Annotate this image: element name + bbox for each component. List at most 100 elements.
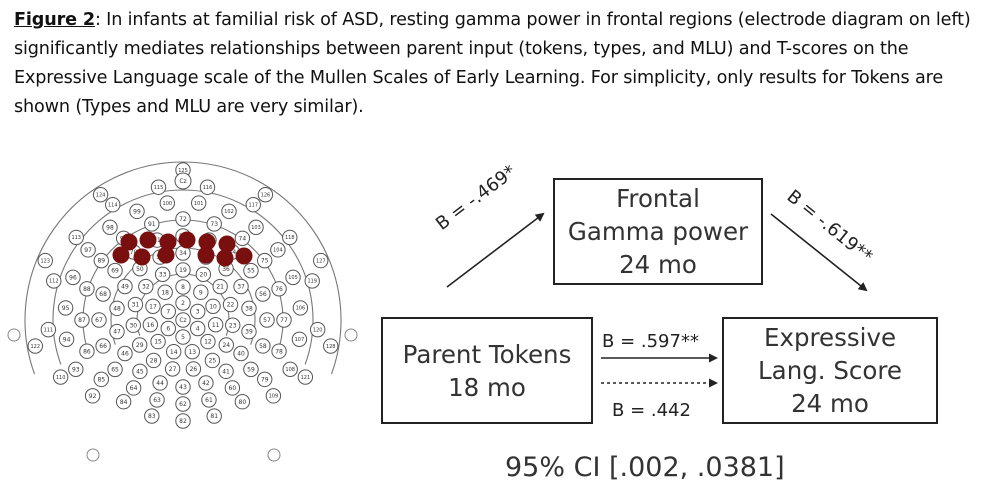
electrode-label: 75 [261, 258, 269, 265]
electrode [175, 279, 191, 295]
electrode [199, 179, 216, 195]
electrode [304, 273, 320, 289]
electrode [243, 361, 259, 378]
electrode [184, 343, 200, 360]
electrode [132, 363, 148, 380]
electrode [150, 179, 167, 195]
electrode [297, 369, 314, 385]
electrode [309, 321, 326, 338]
electrode-label: 24 [222, 342, 230, 349]
frontal-electrode-highlighted [216, 249, 234, 267]
outcome-line3: 24 mo [791, 389, 869, 418]
electrode-label: 84 [120, 399, 128, 406]
electrode [37, 252, 53, 269]
electrode-label: 88 [83, 286, 91, 293]
electrode [57, 300, 74, 316]
electrode [160, 303, 176, 320]
electrode [150, 333, 166, 350]
electrode-label: 96 [69, 274, 77, 281]
electrode-label: 18 [161, 289, 169, 296]
electrode-label: 123 [40, 258, 50, 264]
electrode [257, 371, 273, 388]
electrode [204, 352, 221, 369]
electrode [198, 375, 214, 391]
electrode [107, 262, 123, 279]
electrode-label: 10 [209, 303, 217, 310]
electrode-label: 94 [63, 336, 71, 343]
electrode [102, 219, 118, 236]
electrode [109, 323, 125, 340]
figure-label: Figure 2 [14, 10, 95, 30]
electrode [68, 361, 84, 378]
electrode-label: 55 [247, 268, 255, 275]
electrode-label: 100 [163, 201, 173, 207]
electrode-label: 48 [113, 305, 121, 312]
electrode-label: 25 [209, 358, 217, 365]
electrode [175, 312, 191, 328]
electrode [285, 269, 301, 286]
electrode-label: 73 [210, 221, 218, 228]
predictor-line1: Parent Tokens [402, 339, 572, 369]
electrode-label: 56 [259, 291, 267, 298]
electrode [175, 211, 191, 227]
electrode [222, 296, 239, 313]
electrode [190, 320, 206, 337]
electrode-label: 119 [307, 279, 317, 285]
electrode-label: 69 [111, 268, 119, 275]
electrode-label: 124 [96, 192, 106, 198]
mediator-line2: Gamma power [567, 217, 749, 246]
electrode-label: 45 [136, 368, 144, 375]
electrode-label: 21 [216, 284, 224, 291]
outcome-line2: Lang. Score [758, 356, 902, 385]
electrode-label: 126 [261, 192, 271, 198]
electrode-label: 41 [222, 368, 230, 375]
electrode-label: 92 [89, 393, 97, 400]
electrode [93, 371, 109, 388]
ear-marker-left [7, 328, 21, 342]
frontal-electrode-highlighted [139, 231, 157, 249]
electrode-label: 81 [210, 413, 218, 420]
electrode-label: 104 [273, 248, 283, 254]
electrode [145, 352, 162, 369]
frontal-electrode-highlighted [235, 247, 253, 265]
electrode [105, 197, 121, 213]
electrode [241, 300, 257, 317]
electrode [74, 312, 90, 328]
electrode-label: 98 [106, 224, 114, 231]
electrode [58, 331, 75, 347]
electrode [218, 337, 235, 353]
electrode-label: 83 [148, 413, 156, 420]
path-b-arrow [770, 213, 868, 292]
electrode-label: 101 [194, 201, 204, 207]
electrode-label: 62 [179, 401, 187, 408]
electrode [175, 329, 191, 345]
electrode-label: 67 [95, 317, 103, 324]
electrode-label: 114 [108, 202, 118, 208]
electrode [80, 242, 96, 258]
electrode-label: 60 [229, 385, 237, 392]
head-outline-ring [52, 189, 314, 365]
electrode-label: 91 [148, 221, 156, 228]
electrode-label: 12 [204, 339, 212, 346]
electrode [175, 413, 191, 429]
electrode-label: 61 [205, 397, 213, 404]
electrode-label: 49 [121, 284, 129, 291]
electrode [131, 337, 148, 353]
electrode [206, 216, 222, 232]
electrode [117, 278, 133, 295]
head-outline-ring [24, 161, 342, 375]
electrode-label: 102 [224, 209, 234, 215]
electrode [218, 363, 234, 380]
electrode-label: 34 [179, 250, 187, 257]
electrode [127, 296, 144, 313]
electrode-label: 47 [113, 329, 121, 336]
electrode-label: 109 [269, 394, 279, 400]
electrode [164, 361, 181, 377]
electrode-label: 31 [132, 302, 140, 309]
figure-caption: Figure 2: In infants at familial risk of… [14, 6, 979, 122]
electrode-label: 128 [326, 344, 336, 350]
electrode [52, 369, 69, 385]
electrode-label: 111 [44, 327, 54, 333]
electrode [205, 298, 221, 314]
electrode-label: 43 [179, 384, 187, 391]
